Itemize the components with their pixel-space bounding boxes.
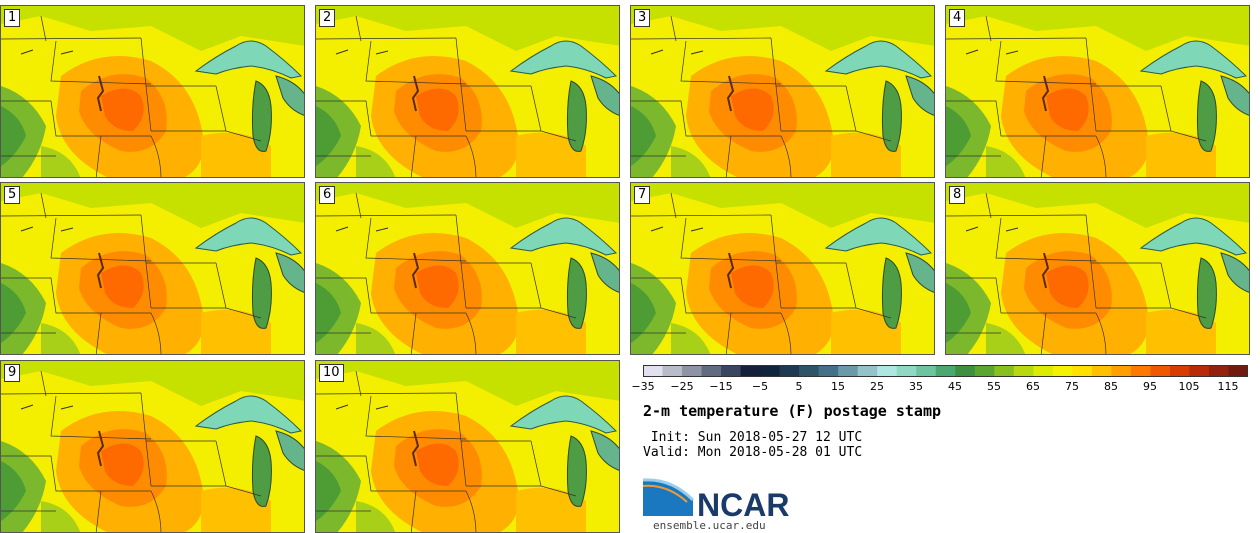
ncar-logo: NCAR xyxy=(643,478,789,520)
member-number: 6 xyxy=(319,186,336,204)
colorbar-swatch xyxy=(974,365,995,377)
temperature-map xyxy=(631,183,934,354)
colorbar-tick-label: −25 xyxy=(670,380,694,393)
colorbar-swatch xyxy=(779,365,800,377)
ensemble-member-panel: 7 xyxy=(630,182,935,355)
colorbar-tick-label: 55 xyxy=(987,380,1001,393)
member-number: 3 xyxy=(634,9,651,27)
colorbar-swatch xyxy=(896,365,917,377)
colorbar-tick-label: 95 xyxy=(1143,380,1157,393)
ensemble-member-panel: 10 xyxy=(315,360,620,533)
colorbar-swatch xyxy=(1013,365,1034,377)
colorbar-tick-label: 45 xyxy=(948,380,962,393)
logo-text: NCAR xyxy=(697,487,789,520)
colorbar-swatch xyxy=(838,365,859,377)
member-number: 8 xyxy=(949,186,966,204)
colorbar-tick-label: 35 xyxy=(909,380,923,393)
temperature-map xyxy=(631,6,934,177)
temperature-map xyxy=(316,361,619,532)
colorbar-swatch xyxy=(1189,365,1210,377)
colorbar-tick-label: −15 xyxy=(709,380,733,393)
ensemble-member-panel: 5 xyxy=(0,182,305,355)
member-number: 5 xyxy=(4,186,21,204)
colorbar-swatch xyxy=(1228,365,1249,377)
ensemble-member-panel: 1 xyxy=(0,5,305,178)
temperature-colorbar xyxy=(643,362,1249,377)
colorbar-swatch xyxy=(740,365,761,377)
colorbar-tick-label: 65 xyxy=(1026,380,1040,393)
colorbar-tick-label: 5 xyxy=(795,380,803,393)
ensemble-member-panel: 3 xyxy=(630,5,935,178)
temperature-map xyxy=(316,183,619,354)
colorbar-tick-label: 105 xyxy=(1178,380,1200,393)
member-number: 4 xyxy=(949,9,966,27)
member-number: 2 xyxy=(319,9,336,27)
colorbar-swatch xyxy=(799,365,820,377)
valid-time: Valid: Mon 2018-05-28 01 UTC xyxy=(643,445,863,460)
colorbar-swatch xyxy=(662,365,683,377)
site-url: ensemble.ucar.edu xyxy=(653,519,766,532)
colorbar-swatch xyxy=(1111,365,1132,377)
ensemble-member-panel: 8 xyxy=(945,182,1250,355)
colorbar-swatch xyxy=(682,365,703,377)
colorbar-swatch xyxy=(760,365,781,377)
temperature-map xyxy=(946,6,1249,177)
colorbar-tick-label: −35 xyxy=(631,380,655,393)
ensemble-member-panel: 4 xyxy=(945,5,1250,178)
member-number: 7 xyxy=(634,186,651,204)
colorbar-swatch xyxy=(1072,365,1093,377)
colorbar-swatch xyxy=(1150,365,1171,377)
temperature-map xyxy=(946,183,1249,354)
colorbar-tick-label: 115 xyxy=(1217,380,1239,393)
colorbar-swatch xyxy=(1130,365,1151,377)
colorbar-tick-label: 85 xyxy=(1104,380,1118,393)
temperature-map xyxy=(1,6,304,177)
colorbar-swatch xyxy=(877,365,898,377)
member-number: 10 xyxy=(319,364,344,382)
colorbar-swatch xyxy=(643,365,664,377)
colorbar-swatch xyxy=(1033,365,1054,377)
ensemble-member-panel: 9 xyxy=(0,360,305,533)
colorbar-tick-label: 25 xyxy=(870,380,884,393)
colorbar-swatch xyxy=(955,365,976,377)
colorbar-swatch xyxy=(701,365,722,377)
colorbar-swatch xyxy=(1091,365,1112,377)
temperature-map xyxy=(1,361,304,532)
colorbar-tick-label: 75 xyxy=(1065,380,1079,393)
colorbar-swatch xyxy=(1208,365,1229,377)
init-time: Init: Sun 2018-05-27 12 UTC xyxy=(643,430,863,445)
colorbar-swatch xyxy=(916,365,937,377)
colorbar-swatch xyxy=(935,365,956,377)
ensemble-member-panel: 6 xyxy=(315,182,620,355)
colorbar-tick-label: 15 xyxy=(831,380,845,393)
member-number: 1 xyxy=(4,9,21,27)
member-number: 9 xyxy=(4,364,21,382)
chart-title: 2-m temperature (F) postage stamp xyxy=(643,402,942,420)
temperature-map xyxy=(316,6,619,177)
temperature-map xyxy=(1,183,304,354)
colorbar-swatch xyxy=(818,365,839,377)
colorbar-swatch xyxy=(721,365,742,377)
colorbar-swatch xyxy=(857,365,878,377)
colorbar-swatch xyxy=(994,365,1015,377)
colorbar-swatch xyxy=(1169,365,1190,377)
colorbar-swatch xyxy=(1052,365,1073,377)
colorbar-tick-label: −5 xyxy=(751,380,769,393)
ensemble-member-panel: 2 xyxy=(315,5,620,178)
